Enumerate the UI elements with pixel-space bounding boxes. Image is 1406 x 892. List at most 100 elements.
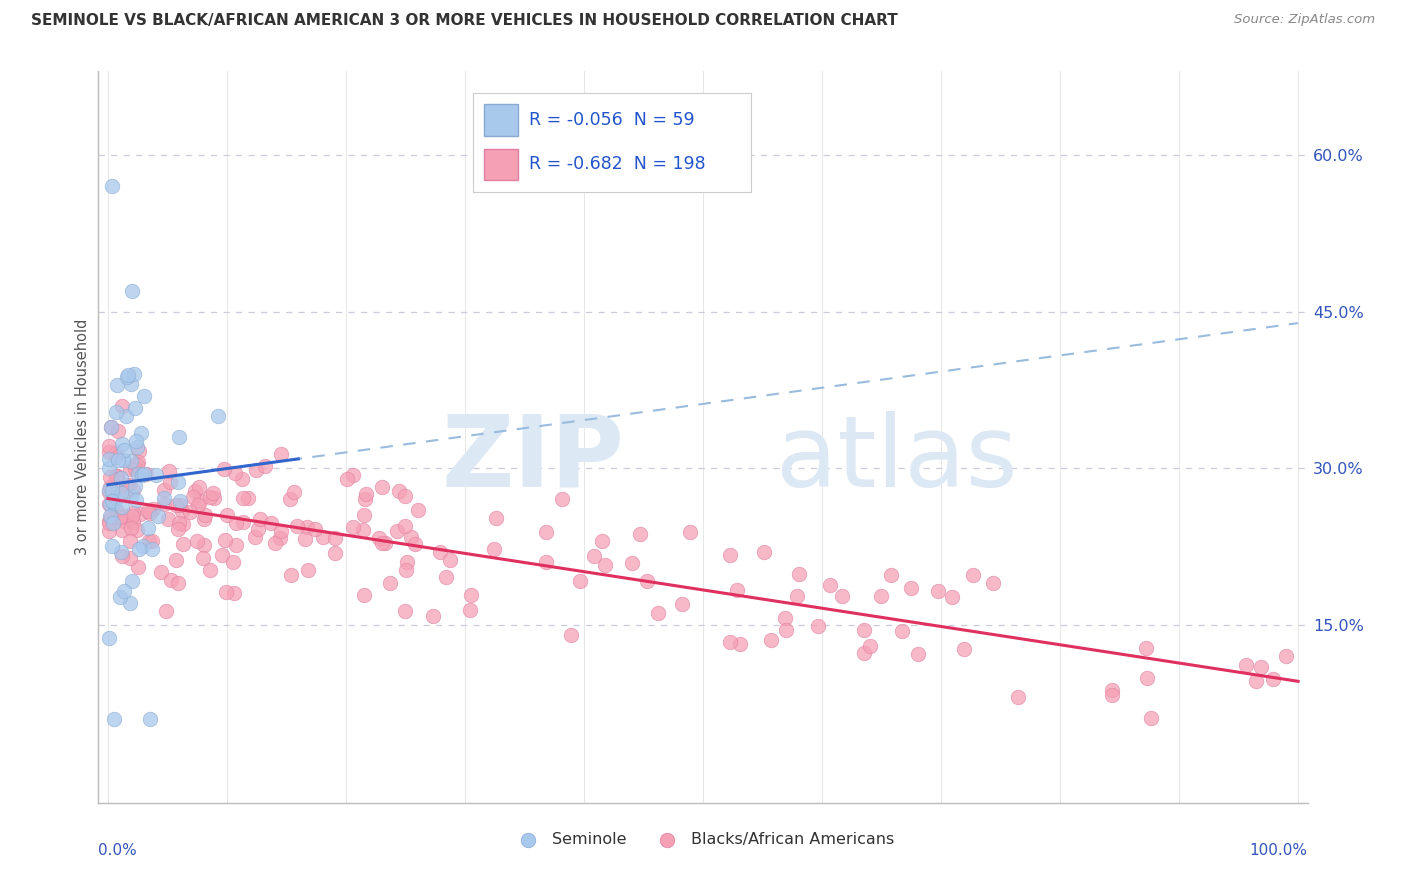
Point [159,464,181,478]
Point [270,524,292,538]
Point [138,712,160,726]
Point [98,469,121,483]
Point [112,442,135,457]
Point [107,377,129,392]
Point [1101,683,1123,698]
Point [294,533,316,547]
Point [201,486,224,500]
Point [378,575,401,590]
Point [591,533,613,548]
Point [395,555,418,569]
Point [283,484,305,499]
Point [787,567,810,582]
Point [125,523,148,537]
Point [636,574,658,588]
Point [775,611,797,625]
Point [142,502,165,516]
Point [159,475,181,489]
Point [121,284,143,298]
Point [224,466,246,480]
Point [134,389,156,403]
Point [211,549,233,563]
Point [107,452,129,467]
Point [1140,711,1163,725]
Point [103,516,125,530]
Point [260,516,283,530]
Point [111,452,134,467]
Point [110,485,132,500]
Point [852,624,875,638]
Point [354,487,377,501]
Point [485,510,508,524]
Point [100,420,122,434]
Point [354,491,377,506]
Point [120,377,142,392]
Point [394,489,416,503]
Point [891,624,914,639]
Point [217,508,239,522]
Point [124,368,146,382]
Point [111,524,134,538]
Point [900,581,922,595]
Point [278,492,301,507]
Point [127,440,149,454]
Point [98,631,121,645]
Point [647,606,669,620]
Point [124,479,146,493]
Point [534,525,557,540]
Point [245,530,267,544]
Point [120,521,142,535]
Point [236,491,259,505]
Point [249,512,271,526]
Point [169,498,191,512]
Point [98,515,121,529]
Point [121,508,143,523]
Point [730,637,752,651]
Point [108,509,131,524]
Point [460,588,482,602]
Point [104,469,127,483]
Point [371,480,394,494]
Point [394,518,416,533]
Point [342,468,364,483]
Point [385,524,408,538]
Point [122,515,145,529]
Point [374,536,396,550]
Point [157,512,180,526]
Point [568,574,591,589]
Point [202,491,225,505]
Point [404,537,426,551]
Point [191,550,214,565]
Point [551,491,574,506]
Point [105,469,128,483]
Point [98,509,121,524]
Point [149,565,172,579]
Point [225,538,247,552]
Point [342,520,364,534]
Point [120,462,142,476]
Point [128,507,150,521]
Point [323,531,346,545]
Point [146,509,169,524]
Point [172,517,194,532]
Y-axis label: 3 or more Vehicles in Household: 3 or more Vehicles in Household [75,319,90,555]
Point [105,503,128,517]
Point [127,455,149,469]
Point [179,505,201,519]
Legend: Seminole, Blacks/African Americans: Seminole, Blacks/African Americans [506,826,900,854]
Point [225,516,247,531]
Text: Source: ZipAtlas.com: Source: ZipAtlas.com [1234,13,1375,27]
Point [115,478,138,492]
Point [122,506,145,520]
Text: 0.0%: 0.0% [98,843,138,858]
Point [121,574,143,588]
Point [118,534,141,549]
Point [264,536,287,550]
Point [111,549,134,564]
Point [953,642,976,657]
Point [98,440,121,454]
Point [207,409,229,423]
Point [718,635,741,649]
Point [406,503,429,517]
Point [98,497,121,511]
